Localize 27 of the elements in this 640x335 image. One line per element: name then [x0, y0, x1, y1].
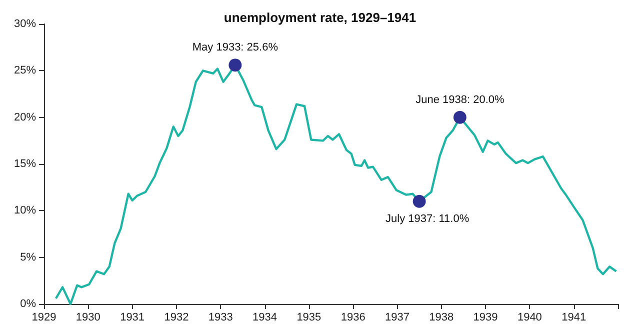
x-tick-label: 1935 — [296, 312, 322, 324]
y-tick-label: 15% — [14, 158, 36, 170]
annotation: May 1933: 25.6% — [192, 42, 278, 54]
x-tick-label: 1939 — [473, 312, 498, 324]
x-tick-label: 1934 — [252, 312, 278, 324]
point — [412, 194, 426, 208]
point — [453, 110, 466, 124]
x-tick-label: 1930 — [76, 312, 100, 324]
chart-title: unemployment rate, 1929–1941 — [224, 10, 416, 25]
y-tick-label: 5% — [20, 251, 36, 264]
x-tick-label: 1937 — [384, 312, 410, 324]
annotation: June 1938: 20.0% — [416, 94, 504, 106]
x-tick-label: 1936 — [340, 312, 366, 324]
y-tick-label: 20% — [14, 111, 36, 124]
x-tick-label: 1940 — [517, 312, 542, 324]
y-tick-label: 10% — [14, 204, 36, 217]
annotation: July 1937: 11.0% — [386, 212, 470, 225]
x-tick-label: 1931 — [120, 312, 145, 324]
y-tick-label: 25% — [14, 64, 36, 77]
y-tick-label: 30% — [14, 18, 36, 30]
point — [228, 58, 242, 72]
x-tick-label: 1941 — [562, 312, 586, 324]
x-tick-label: 1938 — [429, 312, 454, 324]
x-tick-label: 1932 — [164, 312, 189, 324]
y-tick-label: 0% — [20, 298, 36, 310]
x-tick-label: 1929 — [32, 312, 56, 324]
x-tick-label: 1933 — [208, 312, 233, 324]
